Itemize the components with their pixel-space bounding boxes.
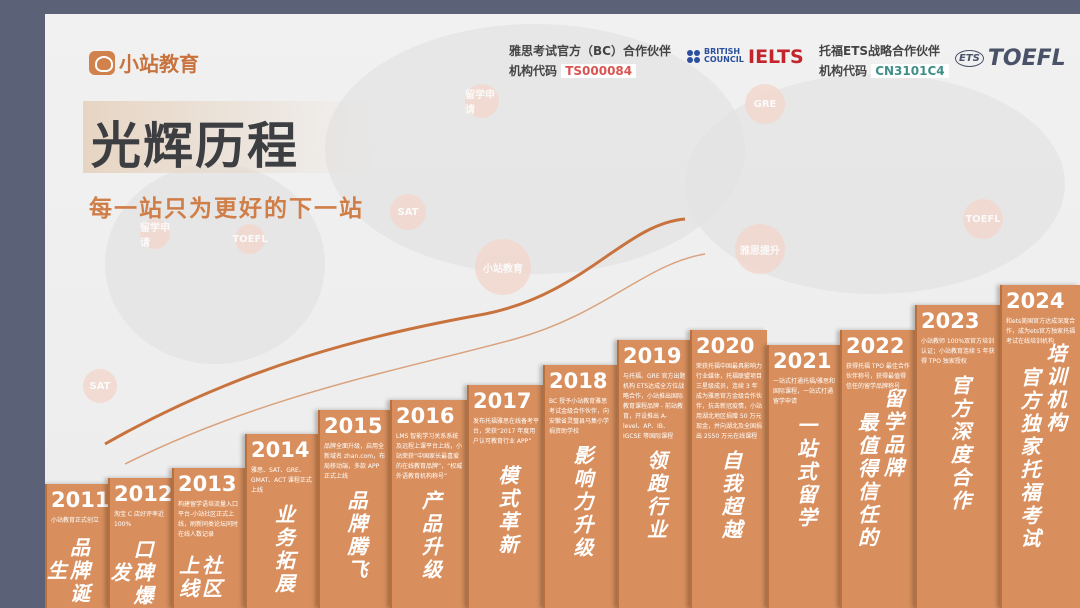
year-label: 2020 bbox=[696, 334, 755, 358]
year-label: 2022 bbox=[846, 334, 905, 358]
timeline-item-2020: 2020 荣获托福中国最具影响力行业媒体，托福联盟项目三星级成员，连续 3 年成为… bbox=[690, 330, 767, 608]
milestone-description: 一站式打通托福/雅思和国际课程，一站式打通留学申请 bbox=[773, 378, 836, 405]
timeline-item-2019: 2019 与托福、GRE 官方出题机构 ETS达成全方位战略合作，小站推出国际教育… bbox=[617, 340, 690, 608]
year-label: 2019 bbox=[623, 344, 682, 368]
milestone-description: 小站教育正式创立 bbox=[51, 517, 100, 524]
timeline-item-2017: 2017 发布托福雅思在线备考平台，荣获“2017 年度用户认可教育行业 APP”… bbox=[467, 385, 543, 608]
milestone-motto: 官方独家托福考试 bbox=[1017, 367, 1041, 551]
timeline-item-2016: 2016 LMS 智能学习关系系统及远程上课平台上线，小站荣获“中国家长最喜爱的在… bbox=[390, 400, 467, 608]
timeline-curve bbox=[104, 217, 706, 465]
headset-chat-icon bbox=[89, 50, 115, 75]
toefl-code: CN3101C4 bbox=[871, 64, 949, 78]
bubble: 雅思提升 bbox=[735, 224, 785, 274]
milestone-motto: 社区上线 bbox=[175, 555, 223, 601]
timeline-item-2012: 2012 淘宝 C 店好评率近 100% 口碑爆发 bbox=[107, 478, 173, 608]
timeline-item-2021: 2021 一站式打通托福/雅思和国际课程，一站式打通留学申请一站式留学 bbox=[767, 345, 840, 608]
bubble: TOEFL bbox=[963, 199, 1003, 239]
title-highlight bbox=[83, 101, 373, 173]
year-label: 2015 bbox=[324, 414, 383, 438]
year-label: 2024 bbox=[1006, 289, 1065, 313]
code-label: 机构代码 bbox=[509, 64, 558, 78]
ielts-partner-info: 雅思考试官方（BC）合作伙伴 机构代码 TS000084 bbox=[509, 41, 671, 81]
code-label: 机构代码 bbox=[819, 64, 868, 78]
ielts-code: TS000084 bbox=[561, 64, 637, 78]
bubble: GRE bbox=[745, 84, 785, 124]
timeline-item-2022: 2022 获得托福 TPO 最佳合作伙伴称号，获得最值得信任的留学品牌称号最值得信… bbox=[840, 330, 915, 608]
history-banner: 留学申请 SAT TOEFL 留学申请 雅思提升 TOEFL SAT 小站教育 … bbox=[45, 14, 1080, 608]
logo-text: 小站教育 bbox=[119, 52, 199, 76]
ielts-logo: IELTS bbox=[748, 46, 804, 68]
milestone-motto: 最值得信任的 bbox=[854, 412, 879, 550]
milestone-motto: 官方深度合作 bbox=[947, 375, 972, 513]
milestone-motto: 模式革新 bbox=[495, 465, 519, 557]
year-label: 2018 bbox=[549, 369, 608, 393]
milestone-motto: 领跑行业 bbox=[643, 450, 668, 542]
milestone-description: BC 授予小站教育雅思考试金级合作伙伴，向安徽省灵璧县马集小学捐资助学校 bbox=[549, 398, 610, 435]
milestone-motto: 留学品牌 bbox=[880, 388, 905, 480]
year-label: 2014 bbox=[251, 438, 310, 462]
milestone-description: LMS 智能学习关系系统及远程上课平台上线，小站荣获“中国家长最喜爱的在线教育品… bbox=[396, 433, 463, 480]
toefl-partner-label: 托福ETS战略合作伙伴 bbox=[819, 44, 941, 58]
year-label: 2012 bbox=[114, 482, 173, 506]
timeline-item-2023: 2023 小站教师 100%双官方培训认证；小站教育连续 5 年获得 TPO 独家… bbox=[915, 305, 1000, 608]
timeline-item-2013: 2013 构建留学语培流量入口平台-小站社区正式上线，刷新同类论坛同时在线人数记录… bbox=[172, 468, 245, 608]
milestone-motto: 口碑爆发 bbox=[107, 538, 154, 608]
page-title: 光辉历程 bbox=[91, 117, 299, 175]
world-map-shape bbox=[325, 24, 745, 274]
timeline-item-2024: 2024 和ets美国官方达成深度合作，成为ets官方独家托福考试在线培训机构官方… bbox=[1000, 285, 1080, 608]
milestone-description: 小站教师 100%双官方培训认证；小站教育连续 5 年获得 TPO 独家授权 bbox=[921, 338, 995, 365]
bubble: 小站教育 bbox=[475, 239, 531, 295]
year-label: 2023 bbox=[921, 309, 980, 333]
timeline-item-2011: 2011 小站教育正式创立品牌诞生 bbox=[45, 484, 110, 608]
year-label: 2011 bbox=[51, 488, 110, 512]
bubble: SAT bbox=[83, 369, 117, 403]
timeline-item-2015: 2015 品牌全面升级，启用全新域名 zhan.com，布局移动端，多款 APP … bbox=[318, 410, 390, 608]
page-subtitle: 每一站只为更好的下一站 bbox=[89, 196, 364, 222]
milestone-description: 构建留学语培流量入口平台-小站社区正式上线，刷新同类论坛同时在线人数记录 bbox=[178, 501, 239, 538]
year-label: 2017 bbox=[473, 389, 532, 413]
milestone-description: 和ets美国官方达成深度合作，成为ets官方独家托福考试在线培训机构 bbox=[1006, 318, 1076, 345]
milestone-description: 获得托福 TPO 最佳合作伙伴称号，获得最值得信任的留学品牌称号 bbox=[846, 363, 910, 390]
milestone-motto: 品牌诞生 bbox=[45, 536, 91, 606]
milestone-motto: 业务拓展 bbox=[271, 504, 296, 596]
milestone-motto: 一站式留学 bbox=[793, 415, 818, 530]
world-map-shape bbox=[105, 164, 325, 364]
milestone-description: 发布托福雅思在线备考平台，荣获“2017 年度用户认可教育行业 APP” bbox=[473, 418, 540, 445]
milestone-motto: 自我超越 bbox=[718, 450, 743, 542]
milestone-description: 雅思、SAT、GRE、GMAT、ACT 课程正式上线 bbox=[251, 467, 312, 494]
milestone-motto: 影响力升级 bbox=[570, 445, 594, 560]
timeline-item-2014: 2014 雅思、SAT、GRE、GMAT、ACT 课程正式上线业务拓展 bbox=[245, 434, 318, 608]
milestone-motto: 产品升级 bbox=[418, 490, 443, 582]
year-label: 2016 bbox=[396, 404, 455, 428]
timeline-item-2018: 2018 BC 授予小站教育雅思考试金级合作伙伴，向安徽省灵璧县马集小学捐资助学校… bbox=[543, 365, 617, 608]
british-council-logo: BRITISH COUNCIL bbox=[687, 48, 744, 64]
bubble: SAT bbox=[390, 194, 426, 230]
bubble: 留学申请 bbox=[140, 219, 170, 249]
milestone-motto: 培训机构 bbox=[1043, 343, 1067, 435]
ielts-partner-label: 雅思考试官方（BC）合作伙伴 bbox=[509, 44, 671, 58]
bubble: 留学申请 bbox=[465, 84, 499, 118]
toefl-partner-info: 托福ETS战略合作伙伴 机构代码 CN3101C4 bbox=[819, 41, 949, 81]
bubble: TOEFL bbox=[232, 224, 268, 254]
year-label: 2013 bbox=[178, 472, 237, 496]
ets-toefl-logo: ETS TOEFL bbox=[955, 46, 1066, 71]
milestone-description: 与托福、GRE 官方出题机构 ETS达成全方位战略合作，小站推出国际教育课程品牌… bbox=[623, 373, 686, 440]
brand-logo: 小站教育 bbox=[89, 48, 199, 77]
milestone-description: 淘宝 C 店好评率近 100% bbox=[114, 511, 165, 528]
milestone-description: 品牌全面升级，启用全新域名 zhan.com，布局移动端，多款 APP 正式上线 bbox=[324, 443, 386, 480]
milestone-motto: 品牌腾飞 bbox=[344, 490, 368, 582]
milestone-description: 荣获托福中国最具影响力行业媒体，托福联盟项目三星级成员，连续 3 年成为雅思官方… bbox=[696, 363, 763, 440]
year-label: 2021 bbox=[773, 349, 832, 373]
